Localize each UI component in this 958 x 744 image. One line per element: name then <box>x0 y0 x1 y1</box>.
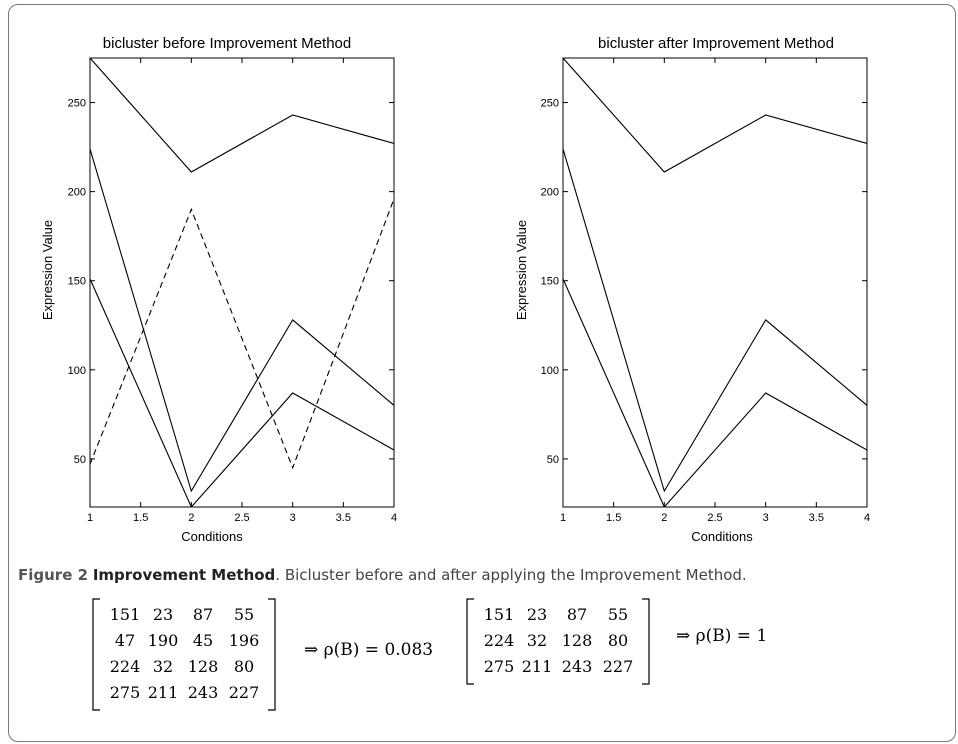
x-axis-label: Conditions <box>181 529 243 544</box>
y-tick-label: 100 <box>541 365 559 377</box>
x-tick-label: 1 <box>87 512 93 524</box>
series-line <box>90 148 394 493</box>
matrix-cell: 47 <box>115 631 135 650</box>
matrix-cell: 211 <box>148 683 179 702</box>
x-tick-label: 2 <box>188 512 194 524</box>
matrix-cell: 227 <box>229 683 260 702</box>
series-line <box>563 58 867 173</box>
y-tick-label: 150 <box>541 276 559 288</box>
figure-plots: bicluster before Improvement Method Cond… <box>40 35 870 544</box>
matrix-cell: 275 <box>110 683 141 702</box>
left-bracket <box>466 598 474 685</box>
y-tick-label: 250 <box>68 98 86 110</box>
matrix-cell: 23 <box>527 605 547 624</box>
matrix-cell: 128 <box>188 657 219 676</box>
x-tick-label: 3.5 <box>336 512 351 524</box>
matrix-cell: 55 <box>234 605 254 624</box>
matrix-cell: 45 <box>193 631 213 650</box>
matrix-cell: 224 <box>110 657 141 676</box>
series-line <box>563 278 867 507</box>
matrix-cell: 151 <box>110 605 141 624</box>
matrix-cell: 55 <box>608 605 628 624</box>
x-tick-label: 3.5 <box>809 512 824 524</box>
chart-title: bicluster before Improvement Method <box>103 35 351 52</box>
y-axis-label: Expression Value <box>40 220 55 320</box>
y-tick-label: 150 <box>68 276 86 288</box>
matrix-cell: 128 <box>562 631 593 650</box>
matrix-cell: 151 <box>484 605 515 624</box>
matrix-cell: 243 <box>562 657 593 676</box>
y-tick-label: 200 <box>541 187 559 199</box>
matrix-cell: 227 <box>603 657 634 676</box>
left-bracket <box>92 598 100 711</box>
x-tick-label: 1.5 <box>606 512 621 524</box>
matrix-svg: 151 23 87 55 47 190 45 196 224 32 128 80 275 211 243 22… <box>92 598 276 711</box>
figure-description: . Bicluster before and after applying th… <box>275 566 747 584</box>
x-tick-label: 2.5 <box>234 512 249 524</box>
series-line-dashed <box>90 198 394 470</box>
y-tick-label: 100 <box>68 365 86 377</box>
series-line <box>90 278 394 507</box>
chart-title: bicluster after Improvement Method <box>598 35 834 52</box>
series-line <box>90 58 394 173</box>
right-bracket <box>268 598 276 711</box>
y-tick-label: 50 <box>74 454 86 466</box>
x-tick-label: 1 <box>560 512 566 524</box>
y-axis-label: Expression Value <box>514 220 529 320</box>
rho-after: ⇒ ρ(B) = 1 <box>676 626 768 646</box>
x-tick-label: 2.5 <box>707 512 722 524</box>
matrix-cell: 275 <box>484 657 515 676</box>
x-axis-label: Conditions <box>691 529 753 544</box>
figure-title: Improvement Method <box>92 566 276 584</box>
chart-after: bicluster after Improvement Method Condi… <box>514 35 870 544</box>
matrix-cell: 87 <box>193 605 213 624</box>
figure-label: Figure 2 <box>18 566 89 584</box>
series-line <box>563 148 867 493</box>
matrix-cell: 80 <box>608 631 628 650</box>
matrix-cell: 87 <box>567 605 587 624</box>
matrix-cell: 196 <box>229 631 260 650</box>
x-tick-label: 4 <box>391 512 397 524</box>
matrix-cell: 23 <box>153 605 173 624</box>
y-tick-label: 50 <box>547 454 559 466</box>
rho-before: ⇒ ρ(B) = 0.083 <box>304 640 434 660</box>
chart-before: bicluster before Improvement Method Cond… <box>40 35 397 544</box>
right-bracket <box>642 598 650 685</box>
y-tick-label: 250 <box>541 98 559 110</box>
x-tick-label: 3 <box>763 512 769 524</box>
y-tick-label: 200 <box>68 187 86 199</box>
matrix-cell: 80 <box>234 657 254 676</box>
matrix-svg: 151 23 87 55 224 32 128 80 275 211 243 227 <box>466 598 650 685</box>
matrix-cell: 32 <box>527 631 547 650</box>
x-tick-label: 4 <box>864 512 870 524</box>
x-tick-label: 1.5 <box>133 512 148 524</box>
plot-area <box>89 57 395 508</box>
matrix-cell: 211 <box>522 657 553 676</box>
x-tick-label: 3 <box>290 512 296 524</box>
x-tick-label: 2 <box>661 512 667 524</box>
matrix-after: 151 23 87 55 224 32 128 80 275 211 243 227 <box>464 596 654 692</box>
matrix-cell: 243 <box>188 683 219 702</box>
plot-area <box>562 57 868 508</box>
matrix-before: 151 23 87 55 47 190 45 196 224 32 128 80 275 211 243 22… <box>90 596 280 718</box>
figure-frame <box>8 4 956 742</box>
matrix-cell: 190 <box>148 631 179 650</box>
matrix-cell: 32 <box>153 657 173 676</box>
matrix-cell: 224 <box>484 631 515 650</box>
figure-caption: Figure 2 Improvement Method. Bicluster b… <box>18 566 747 584</box>
